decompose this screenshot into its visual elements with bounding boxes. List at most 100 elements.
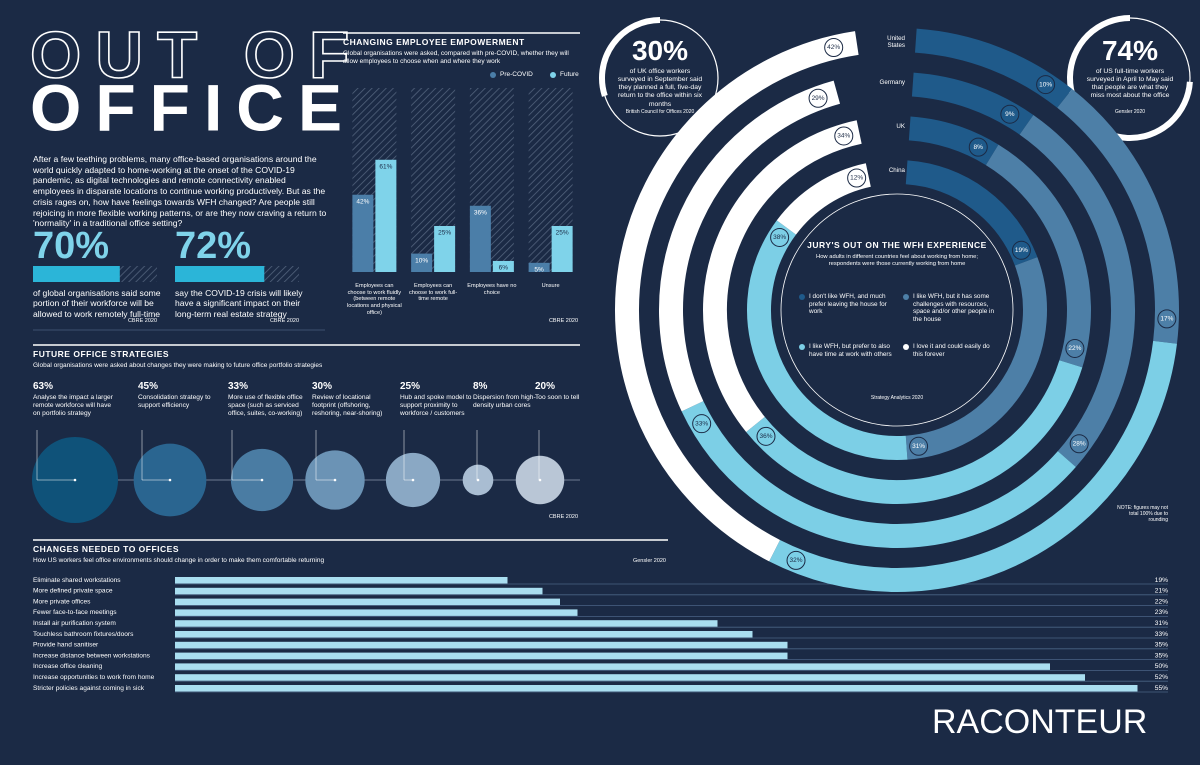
ring-value-label: 19% <box>1015 247 1028 254</box>
bubble-label: More use of flexible office space (such … <box>228 394 303 417</box>
ring-value-label: 9% <box>1005 111 1015 118</box>
bar <box>175 631 753 638</box>
bar <box>551 226 573 272</box>
ring-badge <box>1011 240 1031 260</box>
legend-marker <box>799 294 805 300</box>
bar <box>175 652 788 660</box>
category-label: More private offices <box>33 598 91 605</box>
ring-value-label: 36% <box>759 433 772 440</box>
stat-source: CBRE 2020 <box>269 318 299 324</box>
category-label: Employees can choose to work full-time r… <box>409 283 458 303</box>
ring-badge <box>1000 104 1020 124</box>
callout-arc <box>599 17 661 97</box>
bubble-label: Review of locational footprint (offshori… <box>312 394 383 417</box>
bubble-value-label: 8% <box>473 381 488 392</box>
chart-source: Strategy Analytics 2020 <box>870 395 924 401</box>
chart-subtitle: How adults in different countries feel a… <box>816 254 978 267</box>
ring-badge <box>1065 338 1085 358</box>
callout-value: 30% <box>631 35 689 66</box>
bar <box>175 674 1085 681</box>
value-label: 19% <box>1155 577 1168 584</box>
ring-value-label: 10% <box>1039 81 1052 88</box>
ring-badge <box>824 38 844 58</box>
ring-badge <box>692 414 712 434</box>
bar-value-label: 42% <box>356 198 369 205</box>
callout-source: British Council for Offices 2020 <box>625 109 695 115</box>
value-label: 50% <box>1155 663 1168 670</box>
legend-marker <box>903 344 909 350</box>
chart-source: Gensler 2020 <box>632 558 666 564</box>
stat-value: 70% <box>33 225 110 267</box>
ring-badge <box>834 126 854 146</box>
bubble-center <box>260 478 264 482</box>
value-label: 52% <box>1155 674 1168 681</box>
bubble-center <box>476 478 480 482</box>
value-label: 35% <box>1155 642 1168 649</box>
chart-title: JURY'S OUT ON THE WFH EXPERIENCE <box>807 240 987 250</box>
bar <box>175 609 578 616</box>
legend-label: Future <box>560 71 579 78</box>
category-label: Provide hand sanitiser <box>33 642 99 649</box>
callout-text: of UK office workers surveyed in Septemb… <box>617 68 703 108</box>
ring-badge <box>808 88 828 108</box>
bar <box>352 194 374 272</box>
category-label: Increase office cleaning <box>33 663 102 670</box>
ring-country-label: UK <box>896 123 905 130</box>
callout-text: of US full-time workers surveyed in Apri… <box>1086 68 1174 100</box>
value-label: 35% <box>1155 652 1168 659</box>
chart-title: CHANGING EMPLOYEE EMPOWERMENT <box>343 37 525 47</box>
bar-value-label: 6% <box>499 265 509 272</box>
category-label: Touchless bathroom fixtures/doors <box>33 631 134 638</box>
bar-value-label: 25% <box>556 230 569 237</box>
legend-label: I don't like WFH, and much prefer leavin… <box>809 293 887 316</box>
bar <box>528 262 550 272</box>
value-label: 31% <box>1155 620 1168 627</box>
ring-country-label: China <box>888 167 905 174</box>
bar <box>375 159 397 272</box>
stat-text: of global organisations said some portio… <box>33 288 161 319</box>
legend-marker <box>903 294 909 300</box>
ring-badge <box>1036 75 1056 95</box>
bar <box>434 226 456 272</box>
value-label: 23% <box>1155 609 1168 616</box>
ring-segment <box>1057 89 1179 344</box>
bar-value-label: 25% <box>438 230 451 237</box>
bubble-value-label: 25% <box>400 381 421 392</box>
category-label: Employees have no choice <box>467 283 517 296</box>
chart-source: CBRE 2020 <box>548 318 578 324</box>
bubble-label: Too soon to tell <box>535 394 580 401</box>
ring-value-label: 12% <box>850 175 863 182</box>
category-label: Unsure <box>541 283 560 289</box>
ring-badge <box>1157 309 1177 329</box>
bubble-label: Dispersion from high-density urban cores <box>473 394 536 409</box>
bubble-value-label: 30% <box>312 381 333 392</box>
value-label: 22% <box>1155 598 1168 605</box>
ring-segment <box>769 340 1177 592</box>
ring-value-label: 33% <box>695 420 708 427</box>
title-line-1: OUT OF <box>30 17 363 91</box>
stat-bar <box>175 266 265 282</box>
ring-segment <box>615 31 859 562</box>
category-label: Eliminate shared workstations <box>33 577 121 584</box>
stat-value: 72% <box>175 225 252 267</box>
chart-source: CBRE 2020 <box>548 514 578 520</box>
bar <box>175 620 718 627</box>
bar <box>492 260 514 272</box>
bar-value-label: 36% <box>474 209 487 216</box>
category-label: Fewer face-to-face meetings <box>33 609 117 616</box>
chart-note: NOTE: figures may not total 100% due to … <box>1117 505 1168 523</box>
title-line-2: OFFICE <box>30 70 356 144</box>
bubble-value-label: 20% <box>535 381 556 392</box>
legend-label: I love it and could easily do this forev… <box>913 343 990 358</box>
ring-segment <box>659 80 841 412</box>
chart-subtitle: Global organisations were asked about ch… <box>33 362 323 369</box>
legend-marker <box>799 344 805 350</box>
bubble-value-label: 63% <box>33 381 54 392</box>
chart-title: FUTURE OFFICE STRATEGIES <box>33 349 170 359</box>
ring-value-label: 34% <box>837 133 850 140</box>
chart-title: CHANGES NEEDED TO OFFICES <box>33 544 179 554</box>
bar <box>175 577 508 584</box>
ring-segment <box>985 144 1091 368</box>
